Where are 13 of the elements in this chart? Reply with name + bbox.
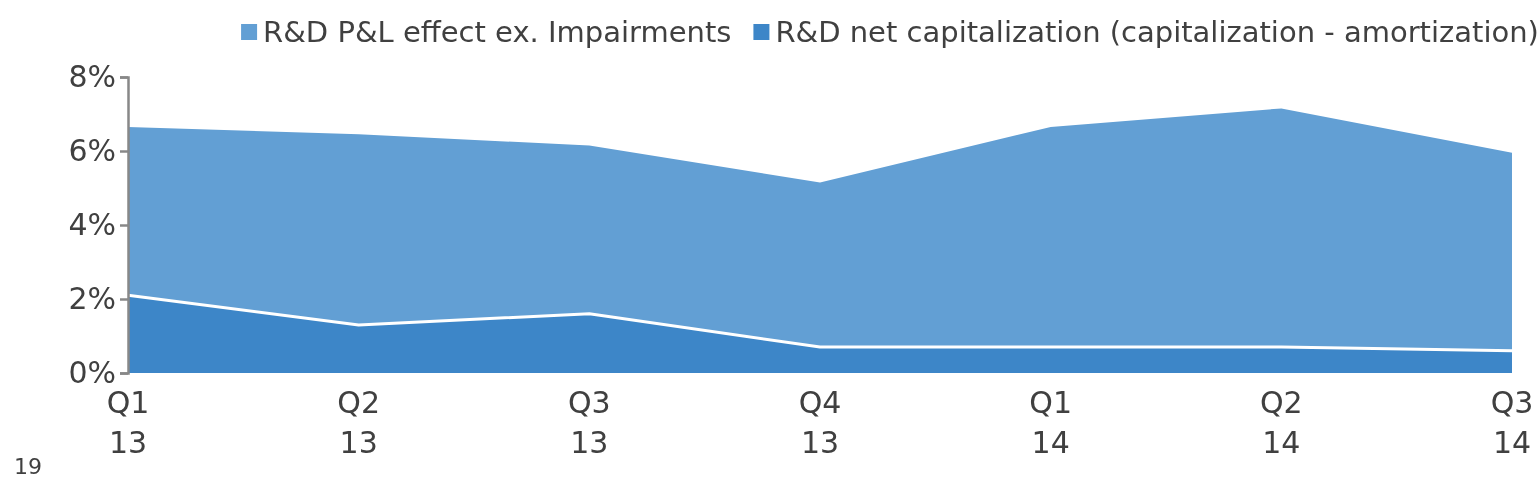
x-tick-label: Q2 14 bbox=[1259, 385, 1303, 460]
text: 19 bbox=[14, 454, 42, 479]
x-tick-label: Q4 13 bbox=[798, 385, 842, 460]
legend-label: R&D P&L effect ex. Impairments bbox=[263, 15, 732, 49]
x-tick-label: Q3 14 bbox=[1490, 385, 1534, 460]
y-tick-label: 8% bbox=[68, 59, 116, 95]
legend-label: R&D net capitalization (capitalization - amortization) bbox=[775, 15, 1539, 49]
y-tick-label: 2% bbox=[68, 281, 116, 317]
y-tick-label: 4% bbox=[68, 207, 116, 243]
x-tick-label: Q1 14 bbox=[1029, 385, 1073, 460]
y-tick-label: 6% bbox=[68, 133, 116, 169]
x-tick-label: Q3 13 bbox=[567, 385, 611, 460]
x-tick-label: Q2 13 bbox=[337, 385, 381, 460]
